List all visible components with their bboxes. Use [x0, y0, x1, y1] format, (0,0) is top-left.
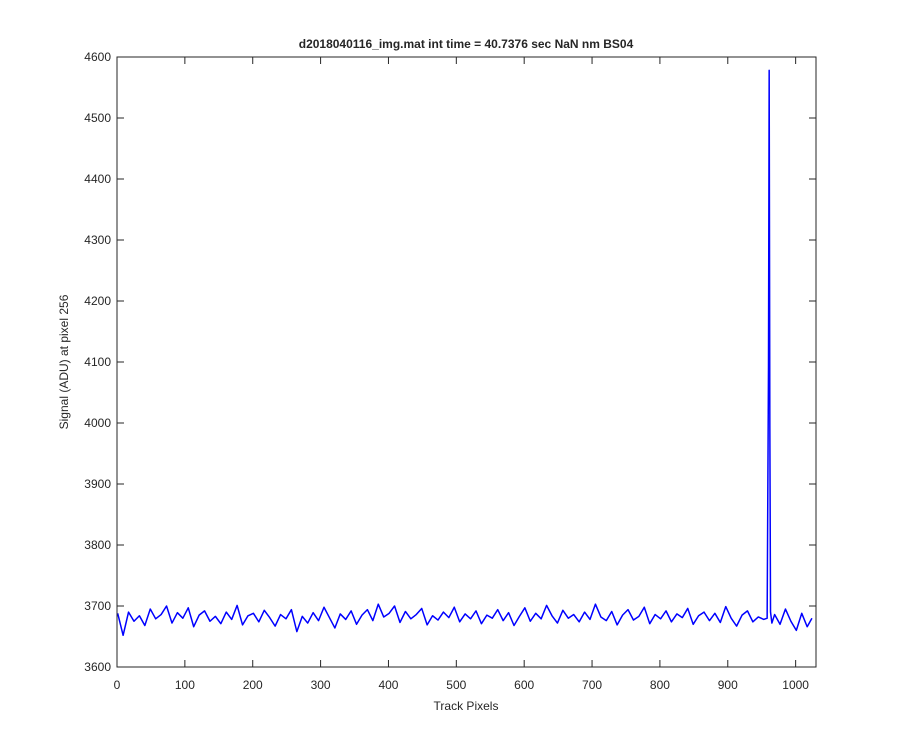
x-tick-label: 0 — [114, 678, 121, 692]
y-tick-label: 3900 — [84, 477, 111, 491]
data-line — [116, 69, 813, 637]
x-tick-label: 700 — [582, 678, 602, 692]
y-tick-label: 3800 — [84, 538, 111, 552]
chart-title: d2018040116_img.mat int time = 40.7376 s… — [299, 37, 634, 51]
y-tick-label: 4200 — [84, 294, 111, 308]
y-tick-label: 4000 — [84, 416, 111, 430]
y-axis-label: Signal (ADU) at pixel 256 — [57, 294, 71, 429]
y-tick-label: 4300 — [84, 233, 111, 247]
x-tick-label: 1000 — [782, 678, 809, 692]
y-tick-label: 3600 — [84, 660, 111, 674]
y-tick-label: 4400 — [84, 172, 111, 186]
x-tick-label: 800 — [650, 678, 670, 692]
x-tick-label: 200 — [243, 678, 263, 692]
y-tick-label: 4500 — [84, 111, 111, 125]
x-tick-label: 900 — [718, 678, 738, 692]
y-tick-label: 4600 — [84, 50, 111, 64]
x-axis-label: Track Pixels — [434, 699, 499, 713]
x-tick-label: 500 — [446, 678, 466, 692]
x-tick-label: 100 — [175, 678, 195, 692]
x-tick-label: 400 — [378, 678, 398, 692]
x-tick-label: 300 — [311, 678, 331, 692]
y-tick-label: 3700 — [84, 599, 111, 613]
x-tick-label: 600 — [514, 678, 534, 692]
y-tick-label: 4100 — [84, 355, 111, 369]
